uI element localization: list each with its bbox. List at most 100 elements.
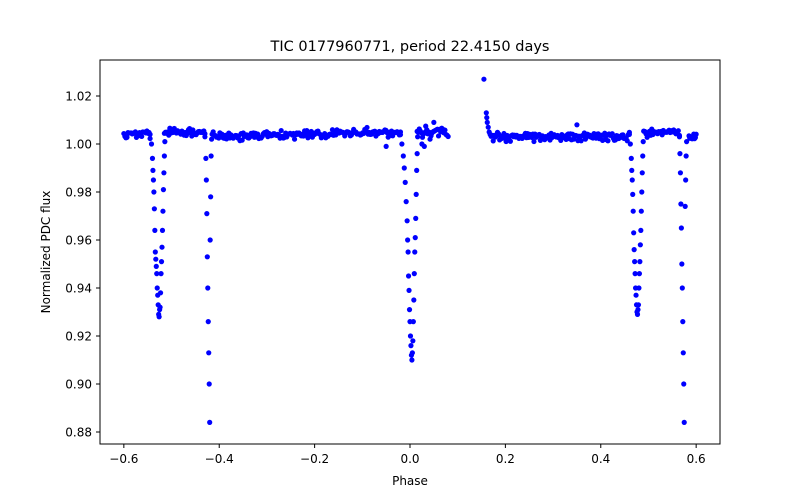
y-tick-label: 0.96 [65, 234, 92, 248]
data-point [680, 350, 686, 356]
y-tick-label: 1.00 [65, 138, 92, 152]
data-point [636, 271, 643, 277]
data-point [507, 138, 513, 144]
data-point [405, 249, 411, 255]
data-point [154, 271, 160, 277]
data-point [157, 304, 163, 310]
data-point [634, 311, 641, 317]
data-point [413, 191, 419, 197]
data-point [404, 218, 410, 224]
data-point [410, 338, 416, 344]
data-point [403, 199, 409, 205]
data-point [578, 138, 584, 144]
data-point [677, 170, 684, 176]
data-point [414, 151, 420, 157]
chart-title: TIC 0177960771, period 22.4150 days [270, 39, 550, 55]
y-tick-label: 1.02 [65, 90, 92, 104]
x-axis-label: Phase [392, 474, 428, 488]
data-point [147, 131, 153, 137]
data-point [630, 208, 636, 214]
data-point [693, 131, 699, 137]
data-point [203, 177, 209, 183]
data-point [678, 201, 684, 207]
data-point [402, 179, 408, 185]
data-point [445, 133, 451, 140]
data-point [161, 153, 167, 159]
data-point [679, 261, 685, 267]
data-point [683, 153, 689, 159]
data-point [678, 225, 684, 231]
x-axis: −0.6 −0.4 −0.2 0.0 0.2 0.4 0.6 [109, 444, 706, 466]
data-point [202, 134, 208, 140]
data-point [207, 237, 213, 243]
data-point [639, 170, 645, 176]
data-point [413, 215, 419, 221]
data-point [205, 319, 211, 325]
data-point [681, 381, 687, 387]
data-point [636, 285, 642, 291]
y-tick-label: 0.90 [65, 378, 92, 392]
data-point [410, 319, 416, 325]
data-point [682, 203, 688, 209]
data-point [400, 153, 406, 159]
data-point [159, 227, 166, 233]
y-axis-label: Normalized PDC flux [39, 191, 53, 314]
data-point [631, 230, 637, 236]
data-point [640, 139, 646, 145]
data-point [204, 254, 210, 260]
data-point [419, 141, 425, 147]
data-point [397, 129, 404, 135]
data-point [167, 125, 173, 131]
data-point [431, 119, 437, 125]
data-point [677, 151, 683, 157]
data-point [207, 419, 213, 425]
data-point [412, 249, 418, 255]
data-point [435, 133, 442, 139]
data-point [408, 343, 414, 349]
data-points [121, 76, 699, 425]
data-point [160, 208, 166, 214]
data-point [484, 119, 490, 125]
data-point [609, 131, 615, 137]
data-point [209, 136, 215, 142]
data-point [154, 285, 160, 291]
data-point [152, 227, 158, 233]
data-point [412, 235, 418, 241]
data-point [415, 134, 421, 140]
y-tick-label: 0.92 [65, 330, 92, 344]
y-axis: 0.88 0.90 0.92 0.94 0.96 0.98 1.00 1.02 [65, 90, 100, 440]
data-point [635, 302, 642, 308]
x-tick-label: 0.4 [591, 452, 610, 466]
data-point [364, 124, 370, 131]
data-point [206, 350, 212, 356]
y-tick-label: 0.98 [65, 186, 92, 200]
data-point [684, 139, 690, 145]
data-point [162, 139, 168, 145]
x-tick-label: 0.0 [400, 452, 419, 466]
data-point [632, 259, 638, 265]
data-point [414, 167, 420, 173]
data-point [631, 247, 637, 253]
data-point [490, 138, 496, 144]
data-point [208, 194, 214, 200]
data-point [156, 314, 162, 320]
data-point [149, 155, 156, 161]
data-point [405, 237, 411, 243]
data-point [151, 189, 157, 195]
data-point [481, 76, 487, 82]
data-point [147, 135, 153, 142]
data-point [291, 136, 298, 142]
data-point [411, 297, 417, 303]
data-point [148, 141, 155, 147]
data-point [409, 350, 415, 356]
data-point [406, 307, 413, 313]
data-point [161, 170, 167, 176]
data-point [485, 124, 491, 130]
data-point [401, 165, 407, 171]
data-point [637, 242, 643, 248]
data-point [679, 285, 685, 291]
data-point [405, 273, 412, 279]
data-point [150, 177, 157, 183]
data-point [633, 292, 639, 298]
